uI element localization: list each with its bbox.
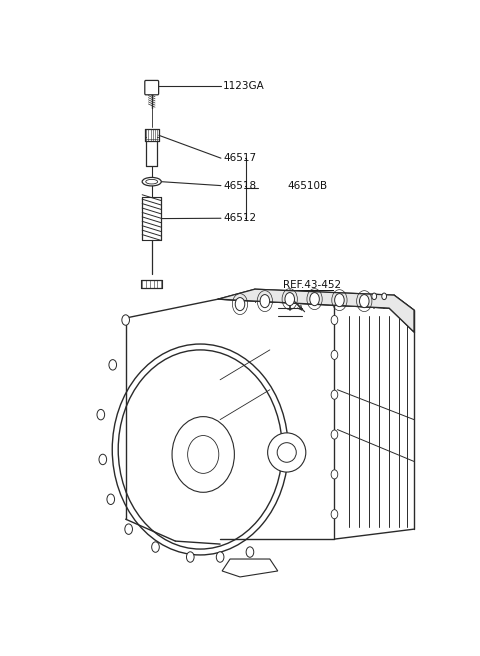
Circle shape [335, 294, 344, 306]
Circle shape [285, 293, 295, 306]
Ellipse shape [146, 179, 157, 184]
Polygon shape [218, 289, 414, 332]
Circle shape [260, 295, 270, 308]
Text: 46512: 46512 [223, 213, 256, 223]
Circle shape [122, 315, 130, 325]
Circle shape [107, 494, 115, 504]
Ellipse shape [188, 436, 219, 474]
Circle shape [331, 390, 338, 400]
Circle shape [382, 293, 386, 300]
Circle shape [186, 552, 194, 562]
Circle shape [331, 510, 338, 519]
FancyBboxPatch shape [145, 81, 158, 95]
Circle shape [97, 409, 105, 420]
Circle shape [331, 316, 338, 325]
Text: REF.43-452: REF.43-452 [283, 280, 341, 290]
Circle shape [152, 542, 159, 552]
Ellipse shape [118, 350, 282, 549]
Ellipse shape [172, 417, 234, 492]
Ellipse shape [268, 433, 306, 472]
Circle shape [99, 454, 107, 464]
Circle shape [331, 350, 338, 359]
Circle shape [360, 295, 369, 308]
Circle shape [216, 552, 224, 562]
Circle shape [246, 547, 254, 558]
Circle shape [109, 359, 117, 370]
Circle shape [372, 293, 377, 300]
Circle shape [310, 293, 319, 306]
Text: 46517: 46517 [223, 153, 256, 163]
Polygon shape [222, 559, 278, 577]
Text: 46510B: 46510B [288, 180, 328, 191]
Circle shape [331, 470, 338, 479]
Text: 1123GA: 1123GA [223, 81, 265, 91]
Circle shape [331, 430, 338, 439]
Ellipse shape [142, 177, 161, 186]
Circle shape [125, 524, 132, 535]
Ellipse shape [277, 443, 296, 462]
Circle shape [235, 298, 245, 311]
Text: 46518: 46518 [223, 180, 256, 191]
